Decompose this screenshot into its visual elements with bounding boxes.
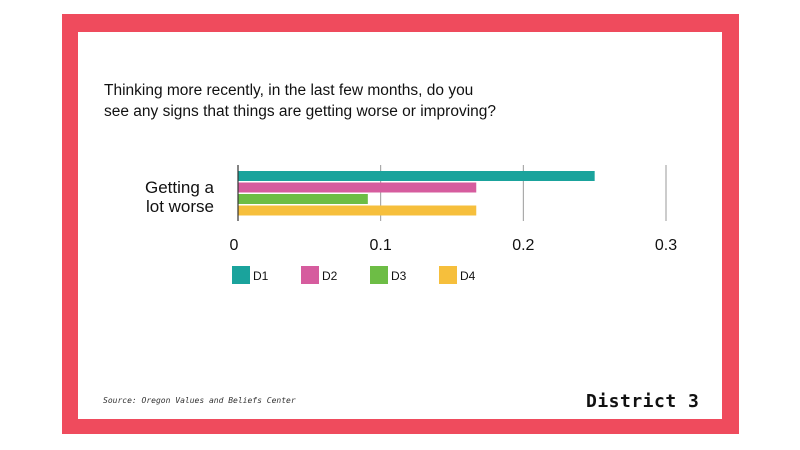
question-line-1: Thinking more recently, in the last few … [104, 82, 474, 99]
bar-d1 [238, 171, 595, 181]
legend-swatch-d3 [370, 266, 388, 284]
bar-d3 [238, 194, 368, 204]
source-note: Source: Oregon Values and Beliefs Center [103, 396, 296, 405]
category-label-line-1: Getting a [145, 178, 215, 197]
question-line-2: see any signs that things are getting wo… [104, 103, 497, 120]
bar-d2 [238, 182, 477, 193]
x-tick-label-0: 0 [230, 237, 239, 254]
category-label-line-2: lot worse [146, 197, 214, 216]
legend-swatch-d4 [439, 266, 457, 284]
legend-label-d3: D3 [391, 269, 407, 283]
bar-d4 [238, 205, 477, 216]
x-tick-label-2: 0.2 [512, 237, 534, 254]
x-tick-label-1: 0.1 [370, 237, 392, 254]
legend-label-d4: D4 [460, 269, 476, 283]
legend-swatch-d1 [232, 266, 250, 284]
legend-label-d1: D1 [253, 269, 269, 283]
chart-card [78, 32, 722, 419]
district-label: District 3 [586, 391, 700, 412]
legend-swatch-d2 [301, 266, 319, 284]
x-tick-label-3: 0.3 [655, 237, 677, 254]
legend-label-d2: D2 [322, 269, 338, 283]
chart-question: Thinking more recently, in the last few … [104, 80, 624, 122]
